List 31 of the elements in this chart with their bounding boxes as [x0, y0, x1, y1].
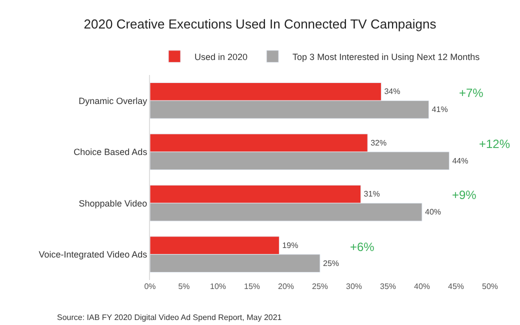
- y-tick-label: Voice-Integrated Video Ads: [38, 250, 148, 260]
- data-label: 40%: [425, 208, 442, 217]
- y-tick-label: Choice Based Ads: [74, 147, 148, 158]
- data-label: 34%: [384, 87, 400, 96]
- annotation: +12%: [479, 137, 510, 151]
- x-tick-label: 50%: [482, 282, 498, 291]
- x-tick-label: 5%: [178, 282, 190, 291]
- x-tick-label: 45%: [448, 282, 464, 291]
- data-label: 25%: [323, 258, 340, 268]
- chart-title: 2020 Creative Executions Used In Connected TV Campaigns: [84, 16, 437, 32]
- annotation: +6%: [350, 240, 375, 254]
- y-tick-label: Shoppable Video: [78, 198, 148, 208]
- data-label: 31%: [364, 190, 380, 199]
- legend-label: Used in 2020: [194, 52, 248, 62]
- y-tick-label: Dynamic Overlay: [78, 96, 148, 106]
- x-tick-label: 30%: [346, 282, 362, 291]
- data-label: 41%: [432, 105, 448, 114]
- annotation: +9%: [452, 188, 477, 202]
- data-label: 44%: [452, 156, 468, 166]
- x-tick-label: 15%: [244, 282, 260, 291]
- x-tick-label: 40%: [414, 282, 430, 291]
- data-label: 19%: [282, 240, 298, 250]
- x-tick-label: 35%: [380, 282, 396, 291]
- x-tick-label: 20%: [278, 282, 294, 291]
- x-tick-label: 10%: [210, 282, 226, 291]
- data-label: 32%: [370, 138, 387, 148]
- x-tick-label: 0%: [144, 282, 156, 291]
- annotation: +7%: [459, 86, 484, 100]
- source-note: Source: IAB FY 2020 Digital Video Ad Spend Report, May 2021: [57, 313, 282, 322]
- x-tick-label: 25%: [312, 282, 328, 291]
- legend-label: Top 3 Most Interested in Using Next 12 Months: [292, 52, 480, 62]
